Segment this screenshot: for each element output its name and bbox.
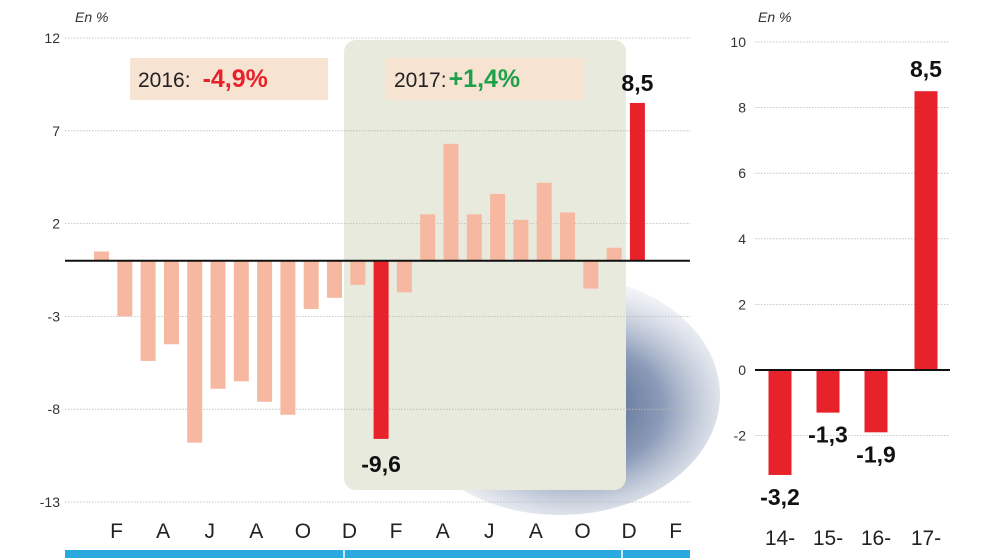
bar: [117, 260, 133, 317]
bar: [257, 260, 273, 402]
bar: [396, 260, 412, 293]
x-tick-label: A: [249, 520, 263, 543]
data-label: 8,5: [910, 56, 942, 82]
bar: [536, 182, 552, 261]
y-tick-label: 12: [44, 30, 60, 46]
x-tick-label: F: [110, 520, 123, 543]
bar: [443, 143, 459, 261]
x-tick-label: A: [156, 520, 170, 543]
y-tick-label: -3: [48, 308, 61, 324]
bar: [560, 212, 575, 261]
bar: [490, 193, 506, 261]
y-tick-label: -13: [40, 494, 60, 510]
y-tick-label: -2: [734, 428, 747, 444]
bar: [210, 260, 226, 389]
unit-label: En %: [758, 9, 791, 25]
monthly-change-chart: 12 7 2 -3 -8 -13 En % -9,6 8,5 F A J A O D F A J A O D F 2016:…: [40, 9, 690, 543]
bar: [914, 91, 938, 370]
x-tick-label: J: [204, 520, 215, 543]
bar: [187, 260, 203, 443]
bar: [233, 260, 249, 382]
x-tick-label: F: [390, 520, 403, 543]
bar: [163, 260, 179, 345]
data-label: -3,2: [760, 484, 800, 510]
bar: [629, 102, 645, 261]
bar: [816, 370, 840, 413]
bar: [350, 260, 366, 285]
bar: [466, 214, 482, 261]
y-tick-label: 2: [52, 216, 60, 232]
annual-change-chart: 10 8 6 4 2 0 -2 En % -3,2 14- -1,3 15- -1,9 16- 8,5 17-: [730, 9, 950, 550]
x-tick-label: A: [529, 520, 543, 543]
x-tick-label: F: [669, 520, 682, 543]
bar: [280, 260, 296, 415]
data-label: -9,6: [361, 451, 401, 477]
x-tick-label: 15-: [813, 527, 843, 550]
bar: [373, 260, 389, 439]
annual-summary-box: [130, 58, 328, 100]
bar: [420, 214, 436, 261]
x-tick-label: D: [622, 520, 637, 543]
bar: [606, 247, 622, 261]
period-2017-background: [344, 40, 626, 490]
bar: [303, 260, 319, 309]
bar: [768, 370, 792, 475]
x-tick-label: A: [436, 520, 450, 543]
y-tick-label: 4: [738, 231, 746, 247]
y-tick-label: 8: [738, 100, 746, 116]
bar: [94, 251, 109, 261]
x-tick-label: 17-: [911, 527, 941, 550]
x-tick-label: D: [342, 520, 357, 543]
year-timeline-bar: [65, 550, 690, 558]
y-tick-label: 7: [52, 123, 60, 139]
data-label: 8,5: [621, 70, 653, 96]
annual-summary-text: 2016: -4,9%: [138, 65, 268, 93]
x-tick-label: 16-: [861, 527, 891, 550]
y-tick-label: -8: [48, 401, 61, 417]
bar: [864, 370, 888, 433]
x-tick-label: O: [574, 520, 590, 543]
annual-summary-text: 2017:+1,4%: [394, 65, 520, 93]
bar: [583, 260, 599, 289]
data-label: -1,9: [856, 441, 896, 467]
y-tick-label: 10: [730, 34, 746, 50]
annual-summary-box: [386, 58, 584, 100]
y-tick-label: 2: [738, 296, 746, 312]
y-tick-label: 0: [738, 362, 746, 378]
x-tick-label: 14-: [765, 527, 795, 550]
x-tick-label: J: [484, 520, 495, 543]
bar: [513, 219, 529, 261]
data-label: -1,3: [808, 422, 848, 448]
unit-label: En %: [75, 9, 108, 25]
bar: [327, 260, 342, 298]
y-tick-label: 6: [738, 165, 746, 181]
bar: [140, 260, 156, 361]
x-tick-label: O: [295, 520, 311, 543]
